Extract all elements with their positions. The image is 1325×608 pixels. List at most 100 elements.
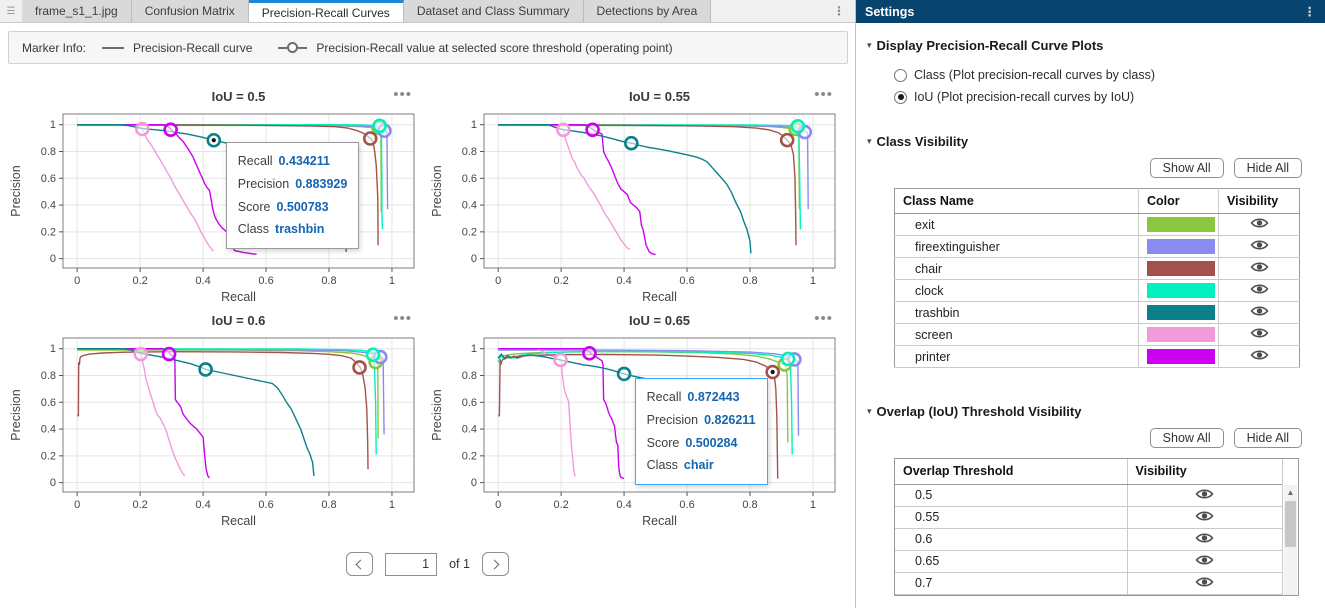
operating-point-screen[interactable] bbox=[133, 346, 149, 362]
class-visibility-cell[interactable] bbox=[1218, 257, 1300, 280]
overlap-visibility-section-header[interactable]: ▾ Overlap (IoU) Threshold Visibility bbox=[867, 404, 1315, 419]
class-visibility-cell[interactable] bbox=[1218, 301, 1300, 324]
operating-point-chair[interactable] bbox=[362, 131, 378, 146]
page-navigation: of 1 bbox=[0, 552, 855, 576]
pr-curve-clock bbox=[77, 348, 377, 455]
tab-precision-recall-curves[interactable]: Precision-Recall Curves bbox=[248, 0, 404, 22]
radio-button-icon[interactable] bbox=[894, 90, 907, 104]
class-show-all-button[interactable]: Show All bbox=[1149, 158, 1224, 178]
color-swatch[interactable] bbox=[1147, 261, 1215, 276]
operating-point-chair[interactable] bbox=[779, 132, 795, 148]
eye-icon[interactable] bbox=[1195, 554, 1214, 566]
operating-point-chair[interactable] bbox=[352, 360, 367, 375]
tab-confusion-matrix[interactable]: Confusion Matrix bbox=[131, 0, 249, 22]
operating-point-screen[interactable] bbox=[556, 122, 571, 138]
overlap-row-0.6: 0.6 bbox=[895, 528, 1282, 551]
color-swatch[interactable] bbox=[1147, 349, 1215, 364]
class-hide-all-button[interactable]: Hide All bbox=[1233, 158, 1302, 178]
plot-options-button[interactable]: ••• bbox=[393, 310, 412, 327]
class-visibility-section-header[interactable]: ▾ Class Visibility bbox=[867, 134, 1315, 149]
tab-frame-s1-1-jpg[interactable]: frame_s1_1.jpg bbox=[22, 0, 132, 22]
svg-text:0.4: 0.4 bbox=[41, 200, 56, 212]
eye-icon[interactable] bbox=[1250, 239, 1269, 251]
eye-icon[interactable] bbox=[1250, 305, 1269, 317]
next-page-button[interactable] bbox=[481, 552, 509, 576]
class-visibility-cell[interactable] bbox=[1218, 279, 1300, 302]
overlap-visibility-cell[interactable] bbox=[1127, 550, 1282, 573]
operating-point-trashbin[interactable] bbox=[624, 135, 639, 151]
operating-point-screen[interactable] bbox=[553, 352, 568, 368]
display-section-header[interactable]: ▾ Display Precision-Recall Curve Plots bbox=[867, 38, 1315, 53]
operating-point-printer[interactable] bbox=[161, 346, 177, 362]
overlap-visibility-cell[interactable] bbox=[1127, 484, 1282, 507]
overlap-visibility-heading: Overlap (IoU) Threshold Visibility bbox=[876, 404, 1082, 419]
scrollbar-up-icon[interactable]: ▲ bbox=[1286, 488, 1295, 497]
eye-icon[interactable] bbox=[1250, 283, 1269, 295]
class-visibility-cell[interactable] bbox=[1218, 213, 1300, 236]
tab-detections-by-area[interactable]: Detections by Area bbox=[583, 0, 712, 22]
class-color-cell[interactable] bbox=[1138, 213, 1219, 236]
eye-icon[interactable] bbox=[1195, 532, 1214, 544]
table-scrollbar[interactable]: ▲ bbox=[1282, 459, 1298, 595]
svg-text:0.6: 0.6 bbox=[462, 173, 477, 185]
class-name-cell: screen bbox=[894, 323, 1139, 346]
class-color-cell[interactable] bbox=[1138, 279, 1219, 302]
operating-point-clock[interactable] bbox=[365, 347, 381, 363]
operating-point-clock[interactable] bbox=[780, 351, 796, 367]
color-swatch[interactable] bbox=[1147, 283, 1215, 298]
eye-icon[interactable] bbox=[1250, 349, 1269, 361]
color-swatch[interactable] bbox=[1147, 327, 1215, 342]
class-visibility-cell[interactable] bbox=[1218, 345, 1300, 368]
svg-text:1: 1 bbox=[810, 275, 816, 287]
page-number-input[interactable] bbox=[385, 552, 438, 576]
radio-option-iou[interactable]: IoU (Plot precision-recall curves by IoU… bbox=[894, 86, 1325, 108]
operating-point-trashbin[interactable] bbox=[198, 362, 213, 377]
class-visibility-cell[interactable] bbox=[1218, 323, 1300, 346]
tab-overflow-menu-icon[interactable]: ⋮ bbox=[833, 4, 845, 18]
plot-options-button[interactable]: ••• bbox=[393, 86, 412, 103]
color-swatch[interactable] bbox=[1147, 239, 1215, 254]
pr-curve-trashbin bbox=[77, 348, 315, 476]
previous-page-button[interactable] bbox=[346, 552, 374, 576]
eye-icon[interactable] bbox=[1195, 488, 1214, 500]
radio-option-class[interactable]: Class (Plot precision-recall curves by c… bbox=[894, 64, 1325, 86]
radio-button-icon[interactable] bbox=[894, 68, 907, 82]
overlap-visibility-cell[interactable] bbox=[1127, 506, 1282, 529]
eye-icon[interactable] bbox=[1195, 510, 1214, 522]
class-color-cell[interactable] bbox=[1138, 235, 1219, 258]
operating-point-printer[interactable] bbox=[163, 122, 178, 137]
operating-point-printer[interactable] bbox=[582, 345, 597, 361]
color-swatch[interactable] bbox=[1147, 305, 1215, 320]
settings-header: Settings ⋮ bbox=[856, 0, 1325, 23]
class-color-cell[interactable] bbox=[1138, 257, 1219, 280]
class-color-cell[interactable] bbox=[1138, 323, 1219, 346]
operating-point-trashbin[interactable] bbox=[616, 366, 632, 382]
eye-icon[interactable] bbox=[1250, 327, 1269, 339]
operating-point-clock[interactable] bbox=[790, 119, 806, 134]
svg-text:0.6: 0.6 bbox=[41, 173, 56, 185]
operating-point-label: Precision-Recall value at selected score… bbox=[316, 40, 673, 55]
eye-icon[interactable] bbox=[1250, 217, 1269, 229]
class-color-cell[interactable] bbox=[1138, 301, 1219, 324]
scrollbar-thumb[interactable] bbox=[1285, 501, 1296, 547]
class-color-cell[interactable] bbox=[1138, 345, 1219, 368]
overlap-visibility-cell[interactable] bbox=[1127, 528, 1282, 551]
operating-point-clock[interactable] bbox=[372, 118, 387, 134]
tab-grip-icon[interactable]: ☰ bbox=[6, 5, 16, 17]
overlap-show-all-button[interactable]: Show All bbox=[1149, 428, 1224, 448]
overlap-visibility-cell[interactable] bbox=[1127, 572, 1282, 595]
class-visibility-cell[interactable] bbox=[1218, 235, 1300, 258]
plot-options-button[interactable]: ••• bbox=[814, 86, 833, 103]
plot-options-button[interactable]: ••• bbox=[814, 310, 833, 327]
operating-point-screen[interactable] bbox=[135, 121, 150, 137]
color-swatch[interactable] bbox=[1147, 217, 1215, 232]
eye-icon[interactable] bbox=[1250, 261, 1269, 273]
svg-text:0.2: 0.2 bbox=[553, 499, 568, 511]
svg-text:1: 1 bbox=[389, 499, 395, 511]
eye-icon[interactable] bbox=[1195, 576, 1214, 588]
settings-menu-icon[interactable]: ⋮ bbox=[1303, 5, 1317, 19]
overlap-row-0.65: 0.65 bbox=[895, 550, 1282, 573]
tab-dataset-and-class-summary[interactable]: Dataset and Class Summary bbox=[403, 0, 584, 22]
overlap-hide-all-button[interactable]: Hide All bbox=[1233, 428, 1302, 448]
operating-point-printer[interactable] bbox=[585, 122, 600, 138]
